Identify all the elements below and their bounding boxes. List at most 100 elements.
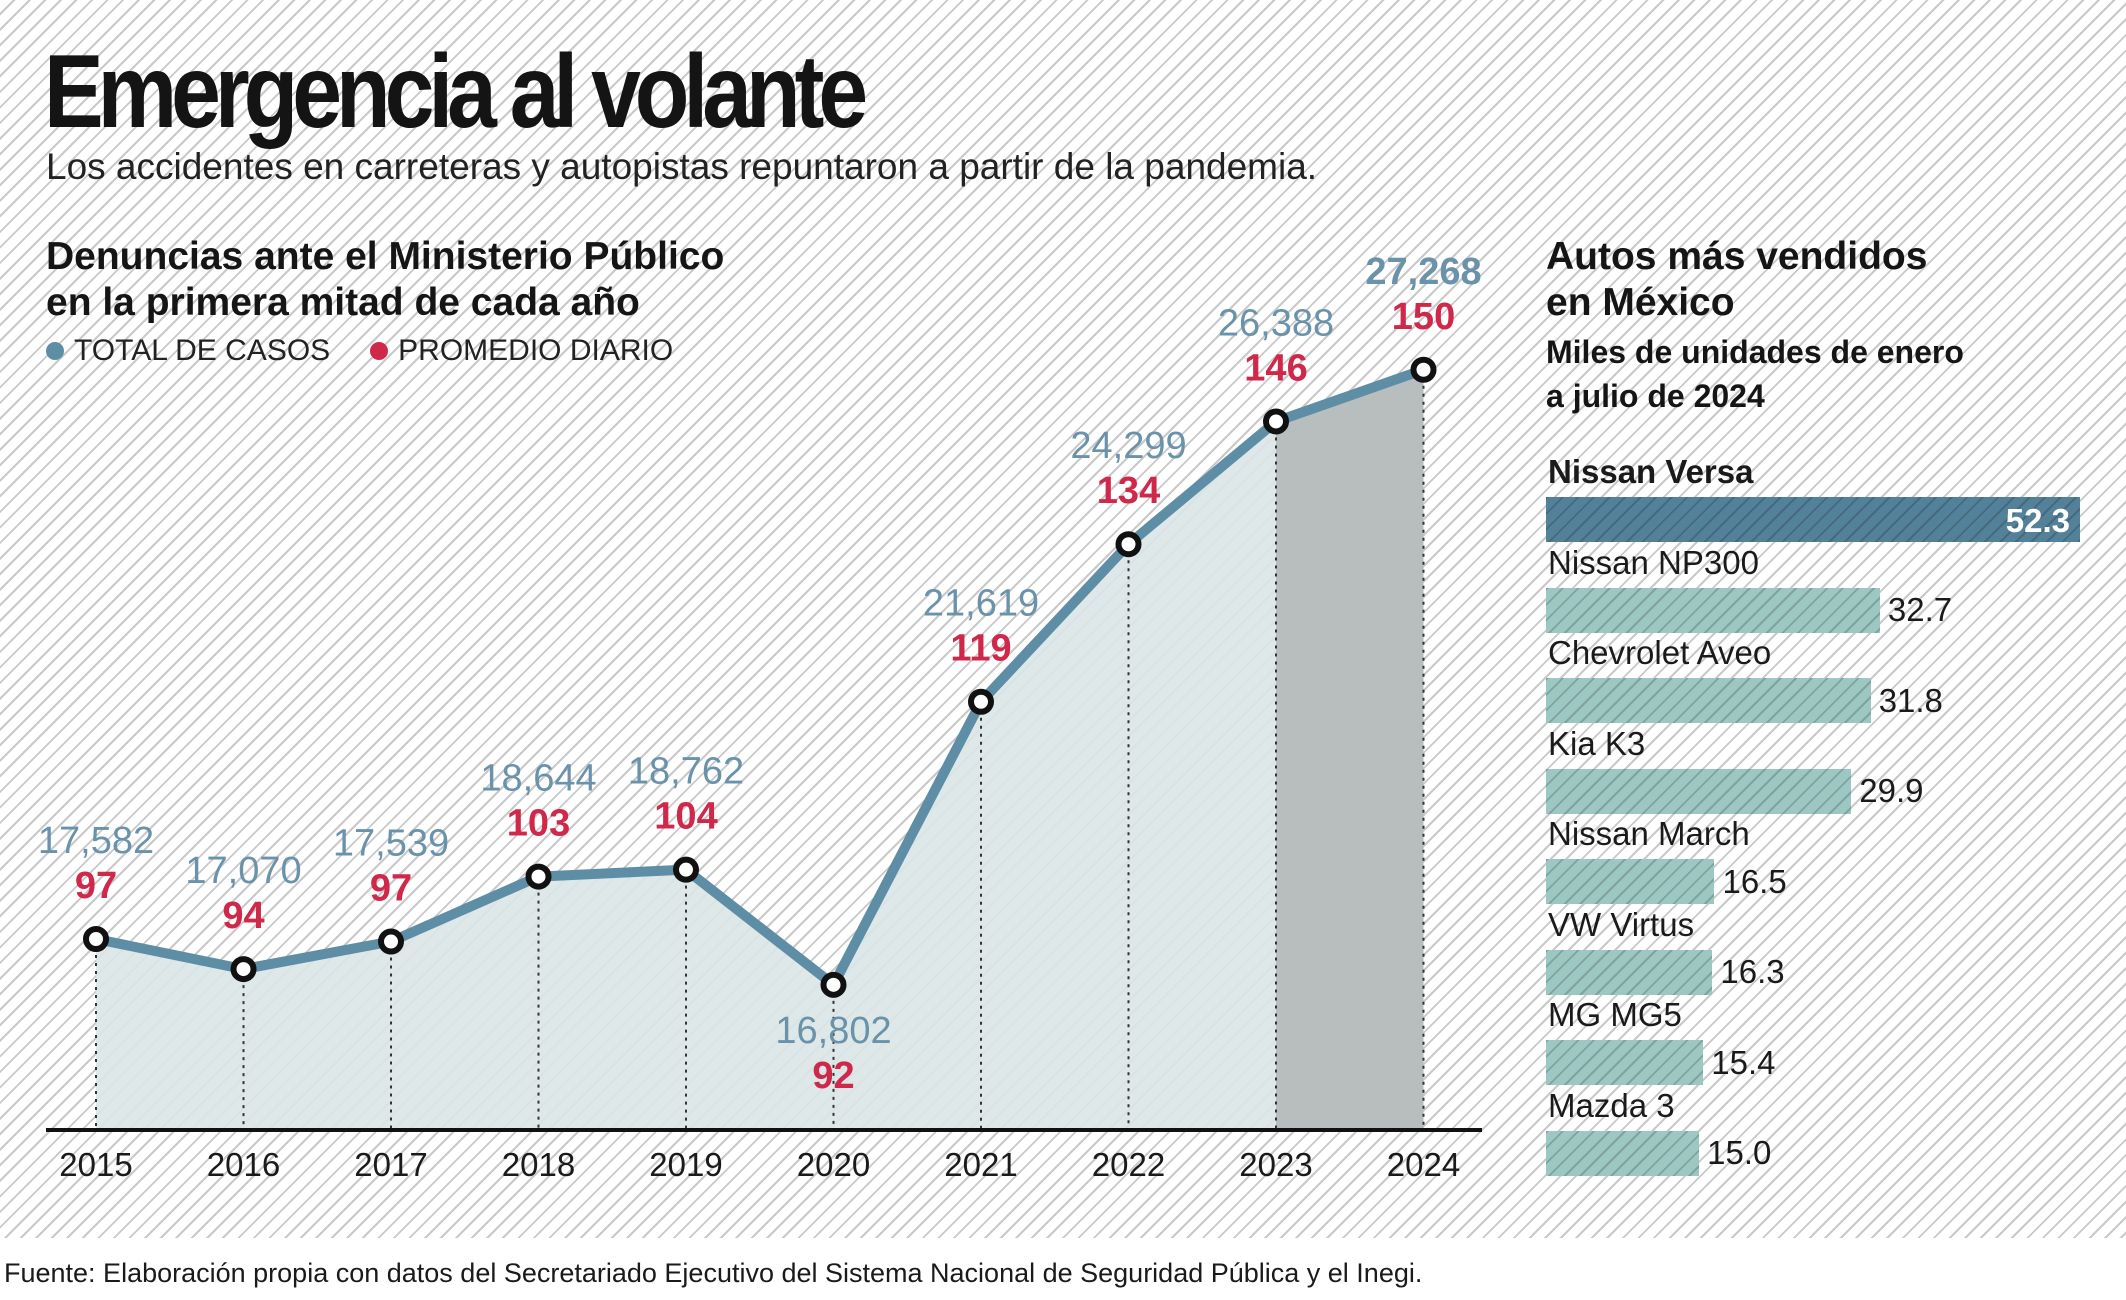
x-tick-2018: 2018 [502,1146,575,1183]
point-2018 [525,863,552,890]
legend-daily-dot [370,342,389,360]
footer: Fuente: Elaboración propia con datos del… [0,1238,2126,1300]
page-title: Emergencia al volante [44,34,868,150]
x-tick-2021: 2021 [944,1146,1017,1183]
point-2020 [820,971,847,998]
bar-value-label: 31.8 [1878,681,1943,719]
bar-value-label: 15.4 [1711,1043,1776,1081]
bar-row: 15.0 [1546,1130,1772,1176]
legend-total: TOTAL DE CASOS [46,334,330,368]
bar-chart-subtitle-line1: Miles de unidades de enero [1546,334,1964,370]
daily-label-2021: 119 [950,628,1011,670]
daily-label-2016: 94 [222,895,264,937]
total-label-2024: 27,268 [1365,251,1481,293]
point-2016 [230,956,257,983]
bar [1546,1130,1700,1176]
total-label-2015: 17,582 [38,820,154,862]
bar-label: Chevrolet Aveo [1548,634,1772,671]
highlight-area [1276,369,1424,1130]
bar-item: Nissan March 16.5 [1546,817,2106,908]
total-label-2016: 17,070 [185,850,301,892]
bar-label: Nissan NP300 [1548,543,1759,581]
line-chart-title-line2: en la primera mitad de cada año [46,281,640,324]
total-label-2021: 21,619 [923,583,1039,625]
total-label-2023: 26,388 [1218,302,1334,344]
point-2019 [673,856,699,883]
point-2015 [83,926,109,952]
bar-item: Mazda 3 15.0 [1546,1089,2106,1180]
point-2017 [378,928,404,955]
bar-label: Nissan March [1548,815,1750,852]
line-chart: 2015 2016 2017 2018 2019 2020 2021 2022 2023 2024… [38,251,1482,1183]
total-label-2019: 18,762 [628,751,744,793]
bar [1546,768,1852,814]
bar [1546,859,1715,904]
daily-label-2024: 150 [1392,296,1455,338]
legend-daily-label: PROMEDIO DIARIO [398,334,674,367]
x-tick-2019: 2019 [649,1146,722,1183]
bar-chart-title: Autos más vendidos en México [1546,234,1927,326]
daily-label-2017: 97 [370,868,412,910]
line-chart-title: Denuncias ante el Ministerio Público en … [46,234,724,326]
bar-row: 15.4 [1546,1040,1775,1085]
x-tick-2024: 2024 [1387,1146,1460,1183]
bar-row: 29.9 [1546,768,1924,814]
daily-label-2022: 134 [1097,470,1160,512]
bar-value-label: 15.0 [1707,1134,1772,1171]
legend-daily: PROMEDIO DIARIO [370,334,673,368]
bar-value-label: 16.5 [1722,862,1787,900]
total-cases-line [91,364,1429,990]
line-area [96,369,1424,1130]
point-2024 [1410,356,1437,383]
bar-chart: Nissan Versa 52.3 Nissan NP300 32.7 Chevrole… [1546,455,2106,1179]
bar-value-label: 52.3 [2005,502,2070,539]
bar-item: VW Virtus 16.3 [1546,908,2106,999]
bar-value-label: 16.3 [1720,953,1785,990]
bar: 52.3 [1546,497,2080,542]
bar-item: MG MG5 15.4 [1546,998,2106,1089]
bar-item: Nissan NP300 32.7 [1546,546,2106,637]
bar-item: Chevrolet Aveo 31.8 [1546,636,2106,727]
bar-chart-title-line1: Autos más vendidos [1546,235,1928,278]
x-tick-2015: 2015 [59,1146,132,1183]
bar-label: Nissan Versa [1548,453,1754,490]
daily-label-2018: 103 [507,803,570,845]
x-tick-2020: 2020 [797,1146,870,1183]
line-chart-legend: TOTAL DE CASOS PROMEDIO DIARIO [46,334,673,368]
bar [1546,949,1713,995]
daily-label-2023: 146 [1244,347,1307,389]
bar-label: MG MG5 [1548,996,1682,1033]
bar-label: Mazda 3 [1548,1086,1675,1124]
legend-total-dot [46,342,64,360]
bar-item: Nissan Versa 52.3 [1546,455,2106,546]
bar-chart-title-line2: en México [1546,281,1735,324]
daily-label-2020: 92 [812,1055,854,1097]
bar [1546,1040,1704,1085]
x-tick-2023: 2023 [1239,1146,1312,1183]
bar-row: 32.7 [1546,587,1953,633]
x-tick-2017: 2017 [354,1146,427,1183]
bar-row: 31.8 [1546,678,1943,723]
daily-label-2015: 97 [75,865,117,907]
bar [1546,587,1880,633]
point-2022 [1115,531,1142,558]
bar-value-label: 29.9 [1859,772,1924,809]
bar-chart-subtitle: Miles de unidades de enero a julio de 20… [1546,330,1964,418]
bar [1546,678,1871,723]
bar-value-label: 32.7 [1887,591,1953,628]
bar-chart-subtitle-line2: a julio de 2024 [1546,378,1765,414]
bar-label: Kia K3 [1548,724,1646,762]
daily-label-2019: 104 [654,796,717,838]
bar-row: 16.5 [1546,859,1787,904]
line-chart-title-line1: Denuncias ante el Ministerio Público [46,235,725,278]
total-label-2018: 18,644 [480,758,596,800]
legend-total-label: TOTAL DE CASOS [74,334,331,367]
bar-row: 52.3 [1546,497,2080,542]
total-label-2017: 17,539 [333,823,449,865]
total-label-2022: 24,299 [1070,425,1186,467]
x-tick-2016: 2016 [207,1146,280,1183]
total-label-2020: 16,802 [775,1010,891,1052]
point-2023 [1263,408,1289,435]
source-note: Fuente: Elaboración propia con datos del… [4,1258,1423,1288]
x-tick-2022: 2022 [1092,1146,1165,1183]
